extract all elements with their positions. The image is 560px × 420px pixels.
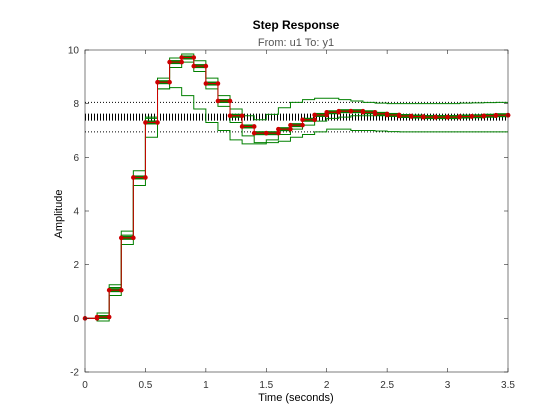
sample-point xyxy=(131,235,136,241)
sample-point xyxy=(469,113,475,119)
sample-point xyxy=(239,113,245,119)
sample-point xyxy=(167,59,172,65)
x-tick-label: 0.5 xyxy=(138,380,152,391)
sample-point xyxy=(203,63,209,69)
sample-point xyxy=(191,55,197,60)
sample-point xyxy=(191,63,197,69)
y-tick-label: 4 xyxy=(73,207,79,218)
sample-point xyxy=(179,55,184,60)
series-2-line xyxy=(85,53,508,319)
sample-point xyxy=(106,287,112,293)
sample-point xyxy=(227,113,233,119)
sample-point xyxy=(360,109,366,115)
y-tick-label: 0 xyxy=(73,314,79,325)
sample-point xyxy=(409,114,414,119)
sample-point xyxy=(155,120,160,125)
sample-point xyxy=(445,114,450,120)
series-layer xyxy=(82,53,511,322)
sample-point xyxy=(155,79,160,85)
sample-point xyxy=(493,112,499,118)
sample-point xyxy=(106,314,112,320)
sample-point xyxy=(143,175,148,180)
sample-point xyxy=(312,112,317,118)
plot-area xyxy=(85,50,508,372)
sample-point xyxy=(118,235,124,241)
y-tick-label: 6 xyxy=(73,153,79,164)
sample-point xyxy=(384,112,390,118)
sample-point xyxy=(118,287,124,293)
sample-point xyxy=(324,109,330,115)
sample-point xyxy=(203,81,209,86)
sample-point xyxy=(336,108,342,114)
chart-title: Step Response xyxy=(253,18,340,32)
sample-point xyxy=(348,108,354,114)
sample-point xyxy=(372,111,378,117)
sample-point xyxy=(227,98,233,104)
chart-subtitle: From: u1 To: y1 xyxy=(258,37,334,49)
sample-point xyxy=(433,114,438,120)
x-tick-label: 1.5 xyxy=(259,380,273,391)
sample-point xyxy=(421,114,426,120)
sample-point xyxy=(94,314,100,320)
y-tick-label: 8 xyxy=(73,99,79,110)
sample-point xyxy=(288,122,293,128)
sample-point xyxy=(300,117,305,123)
sample-point xyxy=(481,113,487,119)
sample-point xyxy=(457,114,462,119)
x-tick-label: 2.5 xyxy=(380,380,394,391)
y-tick-label: 10 xyxy=(68,46,80,57)
x-tick-label: 3 xyxy=(445,380,451,391)
sample-point xyxy=(239,124,245,129)
x-axis-label: Time (seconds) xyxy=(258,392,333,404)
sample-point xyxy=(251,124,257,129)
x-tick-label: 2 xyxy=(324,380,330,391)
sample-point xyxy=(396,113,402,119)
sample-point xyxy=(179,59,184,65)
x-tick-label: 1 xyxy=(203,380,209,391)
x-tick-label: 0 xyxy=(82,380,88,391)
sample-markers xyxy=(82,55,511,321)
sample-point xyxy=(276,126,281,132)
y-axis-label: Amplitude xyxy=(53,190,65,239)
sample-point xyxy=(167,79,172,85)
sample-point xyxy=(276,130,281,136)
sample-point xyxy=(215,98,221,104)
y-tick-label: -2 xyxy=(70,368,79,379)
sample-point xyxy=(215,81,221,86)
sample-point xyxy=(288,126,293,132)
x-tick-label: 3.5 xyxy=(501,380,515,391)
sample-point xyxy=(312,117,317,123)
sample-point xyxy=(263,130,269,136)
y-tick-label: 2 xyxy=(73,260,79,271)
sample-point xyxy=(143,120,148,125)
sample-point xyxy=(251,130,257,136)
sample-point xyxy=(300,122,305,128)
sample-point xyxy=(131,175,136,180)
